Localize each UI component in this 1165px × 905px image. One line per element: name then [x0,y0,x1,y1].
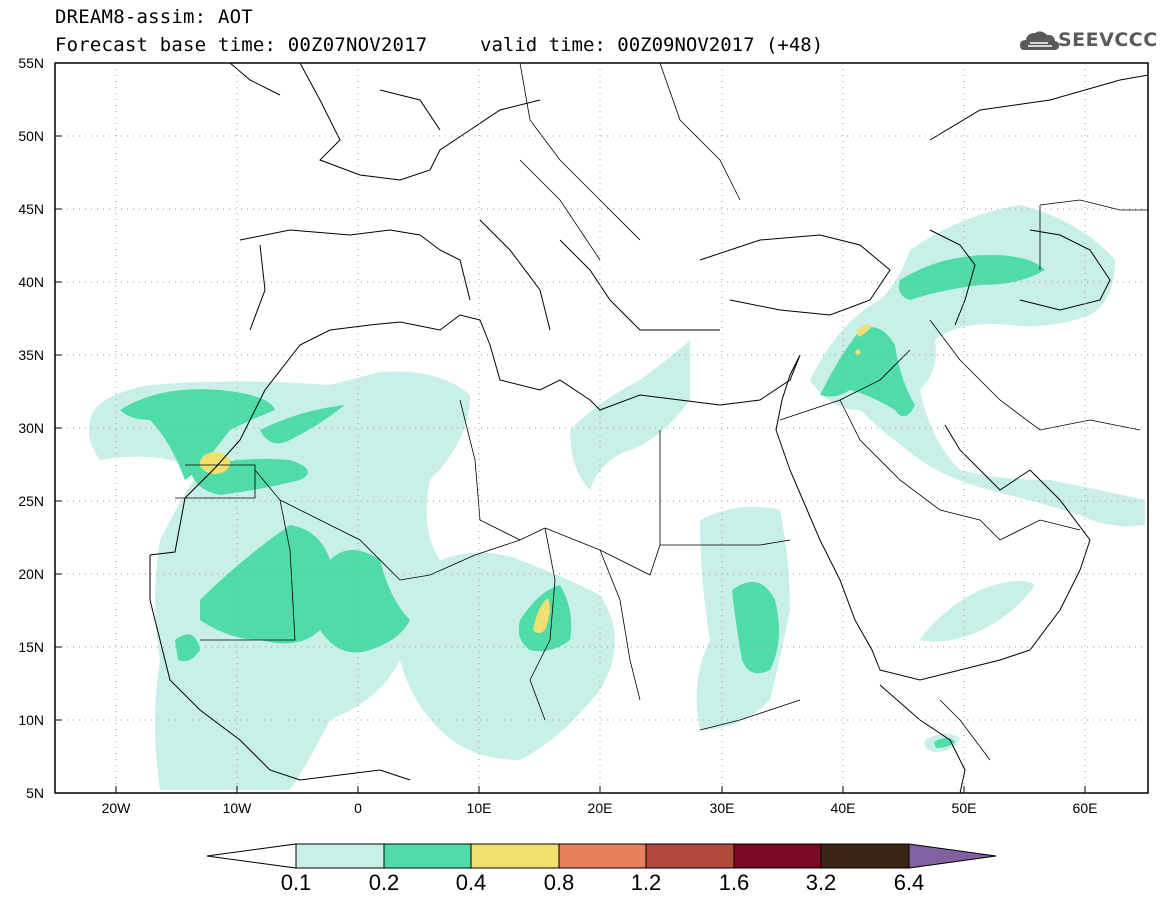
country-borders [175,63,1148,761]
colorbar-bin-4 [558,843,647,869]
lon-label: 40E [830,800,856,816]
logo-text: SEEVCCC [1058,29,1158,51]
lon-label: 20W [101,800,131,816]
lat-label: 40N [18,274,44,290]
colorbar-bin-6 [733,843,822,869]
lon-label: 50E [951,800,977,816]
colorbar-label: 6.4 [893,870,925,895]
colorbar-label: 0.1 [280,870,312,895]
colorbar-bin-7 [820,843,910,869]
coastlines [149,63,1148,793]
colorbar-label: 1.2 [630,870,662,895]
lon-label: 30E [709,800,735,816]
lat-label: 35N [18,347,44,363]
lat-label: 55N [18,55,44,71]
lon-label: 10W [222,800,252,816]
colorbar-label: 1.6 [718,870,750,895]
colorbar-label: 0.2 [368,870,400,895]
colorbar [206,843,997,869]
lat-label: 10N [18,712,44,728]
lat-label: 15N [18,639,44,655]
colorbar-label: 3.2 [805,870,837,895]
colorbar-bin-3 [470,843,560,869]
lon-label: 10E [466,800,492,816]
lat-label: 5N [26,785,44,801]
axis-ticks [55,62,1086,794]
lat-label: 20N [18,566,44,582]
colorbar-bin-5 [645,843,735,869]
aot-field [88,205,1145,790]
forecast-base-time: Forecast base time: 00Z07NOV2017 [55,34,428,56]
colorbar-bin-2 [383,843,472,869]
map-title: DREAM8-assim: AOT [55,6,253,28]
lat-label: 30N [18,420,44,436]
lon-label: 0 [354,800,362,816]
grid [55,63,1148,793]
colorbar-over-arrow [908,843,997,869]
cloud-icon [1020,31,1060,50]
colorbar-label: 0.4 [455,870,487,895]
colorbar-label: 0.8 [543,870,575,895]
colorbar-bin-1 [295,843,385,869]
valid-time: valid time: 00Z09NOV2017 (+48) [480,34,824,56]
lon-label: 20E [587,800,613,816]
lon-label: 60E [1072,800,1098,816]
lat-label: 50N [18,128,44,144]
colorbar-under-arrow [206,843,297,869]
lat-label: 25N [18,493,44,509]
lat-label: 45N [18,201,44,217]
